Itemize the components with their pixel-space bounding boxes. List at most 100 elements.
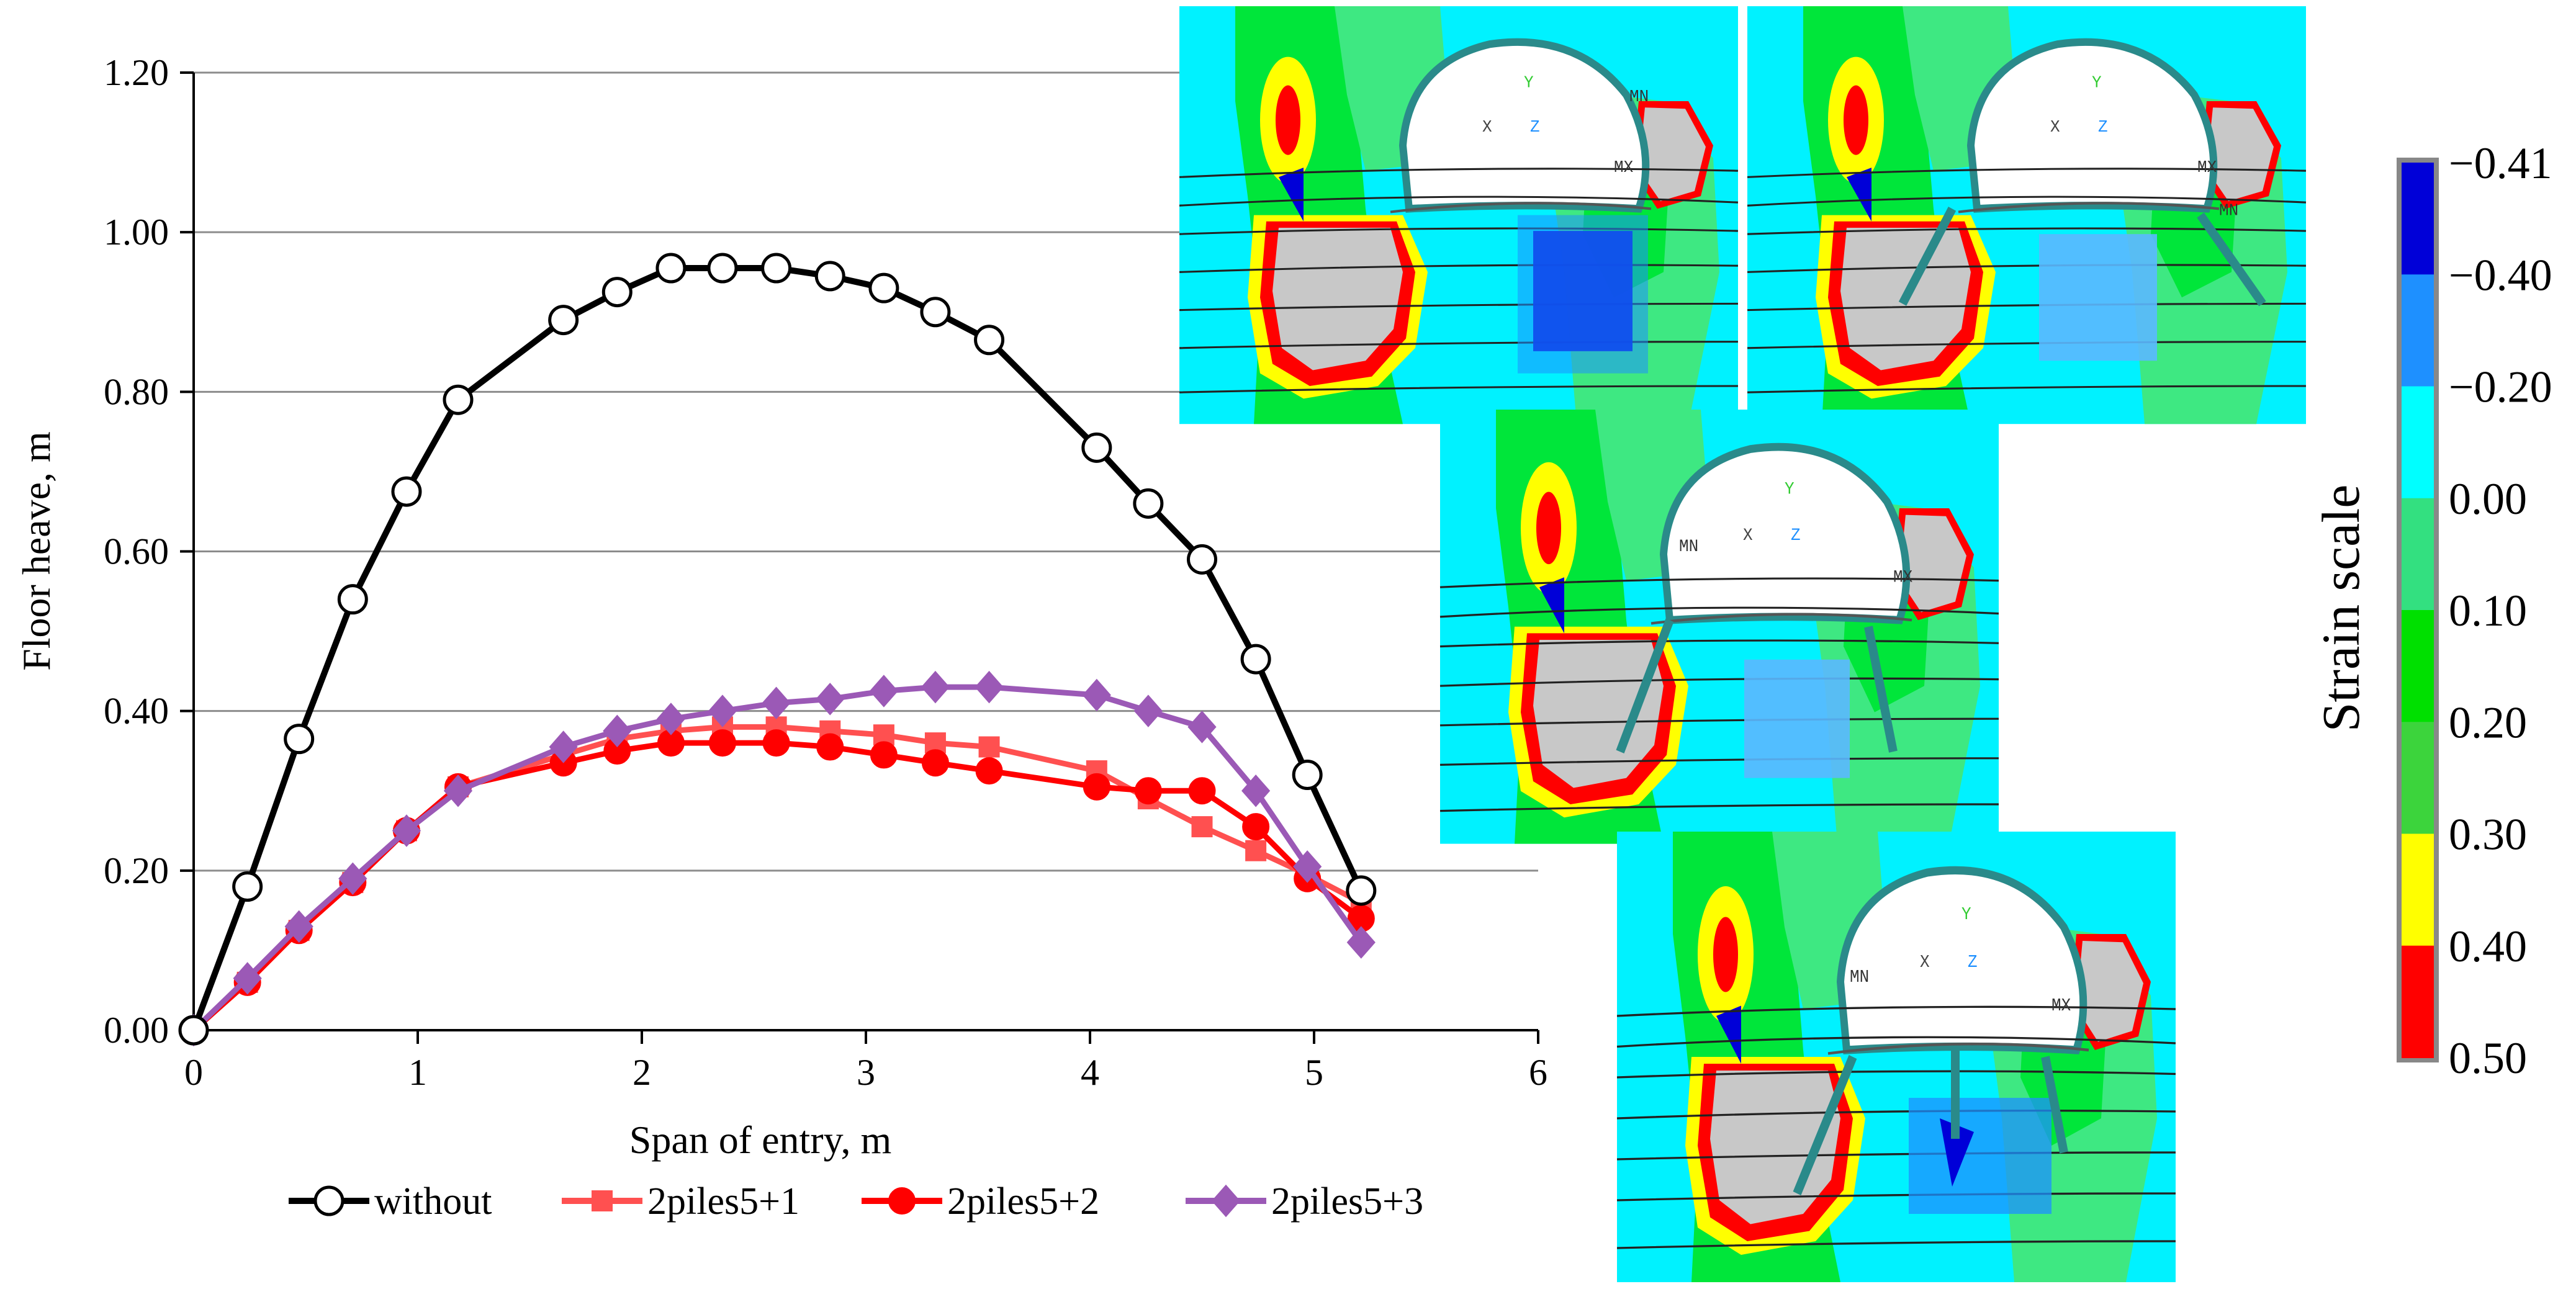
scale-label: 0.40 bbox=[2449, 922, 2527, 971]
scale-band bbox=[2402, 722, 2434, 835]
data-point bbox=[1188, 777, 1216, 805]
axis-x-label: X bbox=[1482, 118, 1492, 137]
data-point bbox=[656, 703, 686, 735]
series-2piles5+3 bbox=[179, 670, 1376, 1047]
legend-label: 2piles5+1 bbox=[647, 1180, 799, 1223]
scale-band bbox=[2402, 498, 2434, 611]
x-tick-label: 4 bbox=[1081, 1052, 1099, 1093]
data-point bbox=[975, 757, 1003, 785]
data-point bbox=[313, 1185, 345, 1216]
data-point bbox=[1346, 926, 1376, 959]
y-tick-label: 0.20 bbox=[104, 850, 169, 891]
strain-scale: −0.41−0.40−0.200.000.100.200.300.400.50 … bbox=[2311, 138, 2552, 1083]
x-tick-label: 5 bbox=[1305, 1052, 1323, 1093]
data-point bbox=[761, 253, 792, 284]
data-point bbox=[603, 714, 632, 748]
data-point bbox=[708, 694, 737, 727]
scale-label: 0.10 bbox=[2449, 586, 2527, 636]
data-point bbox=[1293, 850, 1322, 883]
data-point bbox=[814, 261, 845, 292]
y-tick-label: 0.60 bbox=[104, 531, 169, 572]
scale-band bbox=[2402, 833, 2434, 946]
simulation-panel-3: Y X Z MX MN bbox=[1440, 410, 1999, 844]
scale-band bbox=[2402, 610, 2434, 723]
scale-label: 0.20 bbox=[2449, 698, 2527, 747]
data-point bbox=[975, 670, 1004, 704]
series-line bbox=[192, 740, 1363, 1033]
y-axis-title: Floor heave, m bbox=[14, 431, 58, 671]
data-point bbox=[1082, 678, 1111, 712]
simulation-panel-4: Y X Z MX MN bbox=[1617, 832, 2176, 1282]
data-point bbox=[284, 724, 315, 755]
data-point bbox=[978, 736, 1000, 758]
legend-entry-2piles5+2: 2piles5+2 bbox=[862, 1180, 1099, 1223]
data-point bbox=[762, 729, 790, 757]
data-point bbox=[888, 1187, 916, 1215]
mn-label: MN bbox=[1850, 968, 1869, 987]
data-point bbox=[707, 253, 738, 284]
data-point bbox=[338, 862, 367, 895]
data-point bbox=[974, 325, 1005, 356]
x-axis-title: Span of entry, m bbox=[629, 1118, 891, 1162]
y-tick-label: 1.20 bbox=[104, 52, 169, 93]
scale-band bbox=[2402, 945, 2434, 1058]
axis-x-label: X bbox=[1743, 526, 1753, 546]
mx-label: MX bbox=[2197, 158, 2217, 177]
mn-label: MN bbox=[1679, 537, 1698, 557]
x-tick-label: 6 bbox=[1529, 1052, 1547, 1093]
data-point bbox=[920, 297, 951, 328]
data-point bbox=[1133, 694, 1163, 727]
data-point bbox=[870, 741, 898, 769]
data-point bbox=[921, 749, 949, 777]
simulation-panel-2: Y X Z MX MN bbox=[1747, 6, 2306, 424]
scale-label: 0.00 bbox=[2449, 474, 2527, 524]
data-point bbox=[232, 871, 263, 902]
scale-label: 0.30 bbox=[2449, 810, 2527, 860]
mx-label: MX bbox=[2051, 996, 2071, 1016]
data-point bbox=[443, 775, 473, 807]
series-without bbox=[178, 253, 1377, 1046]
scale-label: 0.50 bbox=[2449, 1033, 2527, 1083]
legend: without 2piles5+1 2piles5+2 2piles5+3 bbox=[289, 1180, 1423, 1223]
y-tick-label: 0.40 bbox=[104, 691, 169, 732]
data-point bbox=[1187, 544, 1217, 575]
x-tick-label: 0 bbox=[184, 1052, 203, 1093]
data-point bbox=[921, 670, 950, 704]
simulation-panel-1: Y X Z MX MN bbox=[1179, 6, 1738, 424]
axis-z-label: Z bbox=[2098, 118, 2108, 137]
mx-label: MX bbox=[1614, 158, 1633, 177]
axis-y-label: Y bbox=[1961, 905, 1971, 925]
data-point bbox=[1241, 775, 1271, 807]
data-point bbox=[233, 962, 262, 995]
legend-entry-without: without bbox=[289, 1180, 492, 1223]
data-point bbox=[655, 253, 687, 284]
x-tick-label: 3 bbox=[857, 1052, 875, 1093]
legend-label: 2piles5+2 bbox=[947, 1180, 1099, 1223]
legend-entry-2piles5+1: 2piles5+1 bbox=[562, 1180, 799, 1223]
scale-label: −0.20 bbox=[2449, 362, 2552, 412]
legend-entry-2piles5+3: 2piles5+3 bbox=[1186, 1180, 1423, 1223]
axis-z-label: Z bbox=[1530, 118, 1540, 137]
data-point bbox=[1245, 840, 1267, 861]
y-tick-label: 0.00 bbox=[104, 1010, 169, 1051]
mx-label: MX bbox=[1893, 568, 1912, 588]
y-axis-ticks: 0.00 0.20 0.40 0.60 0.80 1.00 1.20 bbox=[104, 52, 194, 1051]
axis-y-label: Y bbox=[1524, 73, 1534, 92]
data-point bbox=[548, 305, 579, 336]
scale-band bbox=[2402, 274, 2434, 387]
data-point bbox=[1346, 875, 1377, 906]
axis-y-label: Y bbox=[2092, 73, 2102, 92]
axis-x-label: X bbox=[1920, 953, 1930, 972]
scale-label: −0.41 bbox=[2449, 138, 2552, 188]
data-point bbox=[392, 814, 421, 847]
data-point bbox=[1133, 488, 1164, 519]
mn-label: MN bbox=[2219, 201, 2238, 220]
data-point bbox=[178, 1015, 209, 1046]
data-point bbox=[1211, 1184, 1241, 1218]
strain-scale-frame bbox=[2397, 158, 2439, 1062]
legend-label: 2piles5+3 bbox=[1271, 1180, 1423, 1223]
strain-scale-bands bbox=[2402, 163, 2434, 1058]
x-tick-label: 2 bbox=[633, 1052, 651, 1093]
x-tick-label: 1 bbox=[408, 1052, 427, 1093]
